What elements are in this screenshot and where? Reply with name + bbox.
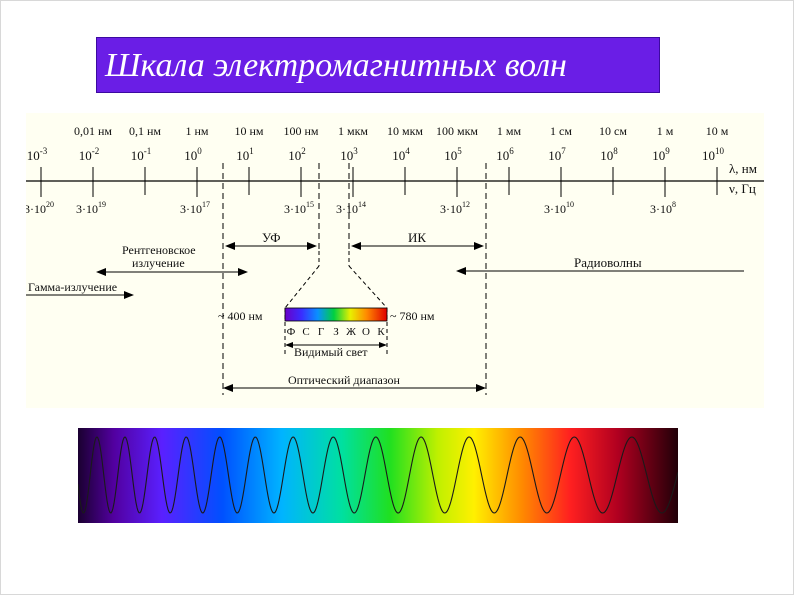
optical-arrow-left-head bbox=[223, 384, 233, 392]
visible-spectrum-bar bbox=[284, 307, 388, 322]
color-letter: К bbox=[377, 326, 385, 338]
wavelength-power-label: 107 bbox=[548, 146, 566, 163]
color-letter: С bbox=[302, 326, 309, 338]
wavelength-power-label: 108 bbox=[600, 146, 618, 163]
wavelength-power-label: 101 bbox=[236, 146, 254, 163]
wavelength-axis-label: λ, нм bbox=[729, 161, 757, 176]
xray-arrow-right-head bbox=[238, 268, 248, 276]
visible-right-label: ~ 780 нм bbox=[390, 309, 435, 323]
optical-label: Оптический диапазон bbox=[288, 373, 401, 387]
xray-label-line2: излучение bbox=[132, 256, 185, 270]
color-letter: Г bbox=[318, 326, 324, 338]
wavelength-power-label: 100 bbox=[184, 146, 202, 163]
visible-arrow-right-head bbox=[379, 342, 387, 348]
wavelength-unit-label: 10 мкм bbox=[387, 124, 423, 138]
wavelength-unit-label: 1 мм bbox=[497, 124, 522, 138]
wavelength-unit-label: 1 см bbox=[550, 124, 572, 138]
wavelength-unit-label: 100 нм bbox=[283, 124, 318, 138]
wavelength-power-labels: 10-3 10-2 10-1 100 101 102 103 104 105 106 107 108 1… bbox=[27, 146, 725, 163]
em-scale-svg: 0,01 нм 0,1 нм 1 нм 10 нм 100 нм 1 мкм 10 мкм 1… bbox=[26, 124, 764, 395]
spectrum-wave-svg bbox=[77, 428, 679, 523]
wavelength-unit-label: 0,1 нм bbox=[129, 124, 161, 138]
frequency-label: 3·108 bbox=[650, 200, 676, 216]
visible-left-label: ~ 400 нм bbox=[218, 309, 263, 323]
visible-arrow-left-head bbox=[285, 342, 293, 348]
frequency-label: 3·1014 bbox=[336, 200, 366, 216]
em-scale-diagram: 0,01 нм 0,1 нм 1 нм 10 нм 100 нм 1 мкм 10 мкм 1… bbox=[26, 113, 764, 408]
ir-arrow-right-head bbox=[474, 242, 484, 250]
frequency-labels: 3·1020 3·1019 3·1017 3·1015 3·1014 3·1012 3·10… bbox=[26, 181, 676, 216]
wavelength-power-label: 106 bbox=[496, 146, 514, 163]
frequency-label: 3·1010 bbox=[544, 200, 574, 216]
frequency-axis-label: ν, Гц bbox=[729, 181, 756, 196]
wavelength-unit-label: 100 мкм bbox=[436, 124, 478, 138]
wavelength-power-label: 104 bbox=[392, 146, 410, 163]
frequency-label: 3·1012 bbox=[440, 200, 470, 216]
wavelength-unit-label: 1 мкм bbox=[338, 124, 368, 138]
color-letter: Ф bbox=[287, 326, 296, 338]
wavelength-unit-label: 10 м bbox=[706, 124, 729, 138]
xray-arrow-left-head bbox=[96, 268, 106, 276]
uv-arrow-right-head bbox=[307, 242, 317, 250]
uv-arrow-left-head bbox=[225, 242, 235, 250]
slide-title: Шкала электромагнитных волн bbox=[105, 47, 567, 84]
funnel-right-lower bbox=[348, 265, 388, 309]
frequency-label: 3·1015 bbox=[284, 200, 314, 216]
ir-label: ИК bbox=[408, 230, 426, 245]
xray-label-line1: Рентгеновское bbox=[122, 243, 196, 257]
frequency-label: 3·1017 bbox=[180, 200, 210, 216]
color-letter: О bbox=[362, 326, 370, 338]
color-letter: Ж bbox=[346, 326, 356, 338]
wavelength-unit-label: 10 нм bbox=[234, 124, 263, 138]
wavelength-unit-label: 0,01 нм bbox=[74, 124, 112, 138]
color-letter: З bbox=[333, 326, 339, 338]
frequency-label: 3·1020 bbox=[26, 200, 54, 216]
visible-label: Видимый свет bbox=[294, 345, 368, 359]
wavelength-power-label: 10-3 bbox=[27, 146, 48, 163]
ir-arrow-left-head bbox=[351, 242, 361, 250]
spectrum-wave-image bbox=[77, 428, 679, 523]
wavelength-power-label: 1010 bbox=[702, 146, 725, 163]
wavelength-power-label: 109 bbox=[652, 146, 670, 163]
radio-arrow-left-head bbox=[456, 267, 466, 275]
gamma-arrow-right-head bbox=[124, 291, 134, 299]
wavelength-unit-label: 1 м bbox=[657, 124, 674, 138]
radio-label: Радиоволны bbox=[574, 255, 642, 270]
wavelength-unit-labels: 0,01 нм 0,1 нм 1 нм 10 нм 100 нм 1 мкм 10 мкм 1… bbox=[74, 124, 729, 138]
title-bar: Шкала электромагнитных волн bbox=[96, 37, 660, 93]
wavelength-power-label: 105 bbox=[444, 146, 462, 163]
wavelength-power-label: 103 bbox=[340, 146, 358, 163]
gamma-label: Гамма-излучение bbox=[28, 280, 117, 294]
wavelength-power-label: 102 bbox=[288, 146, 306, 163]
frequency-label: 3·1019 bbox=[76, 200, 106, 216]
wavelength-power-label: 10-1 bbox=[131, 146, 152, 163]
uv-label: УФ bbox=[262, 230, 281, 245]
spectrum-wave-line bbox=[77, 436, 679, 514]
funnel-left-lower bbox=[284, 265, 320, 309]
optical-arrow-right-head bbox=[476, 384, 486, 392]
wavelength-unit-label: 10 см bbox=[599, 124, 627, 138]
wavelength-unit-label: 1 нм bbox=[185, 124, 208, 138]
wavelength-power-label: 10-2 bbox=[79, 146, 100, 163]
